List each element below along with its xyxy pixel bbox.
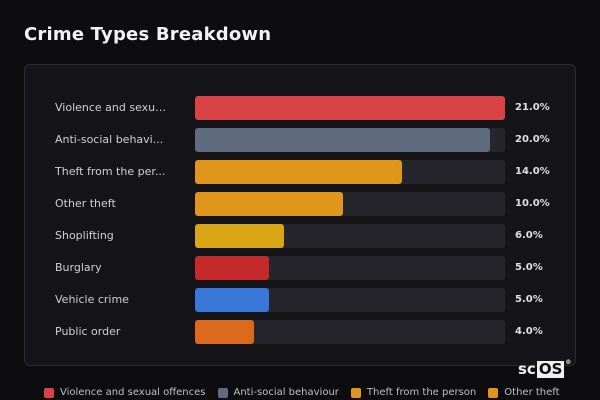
value-label: 4.0% (515, 326, 543, 337)
bar-track (195, 160, 505, 184)
category-label: Public order (55, 325, 121, 338)
bar[interactable] (195, 160, 402, 184)
category-label: Burglary (55, 261, 102, 274)
value-label: 6.0% (515, 230, 543, 241)
bar-row: Theft from the per... 14.0% (25, 160, 575, 184)
legend-item[interactable]: Other theft (488, 387, 560, 398)
legend-swatch (44, 387, 54, 398)
value-label: 10.0% (515, 198, 550, 209)
category-label: Other theft (55, 197, 116, 210)
value-label: 21.0% (515, 102, 550, 113)
bar-row: Vehicle crime 5.0% (25, 288, 575, 312)
bar[interactable] (195, 288, 269, 312)
legend-label: Theft from the person (366, 387, 477, 398)
value-label: 5.0% (515, 294, 543, 305)
legend-label: Other theft (504, 387, 560, 398)
category-label: Anti-social behavi... (55, 133, 164, 146)
category-label: Violence and sexua... (55, 101, 169, 114)
category-label: Shoplifting (55, 229, 114, 242)
logo-text: sc (518, 360, 536, 378)
legend-swatch (217, 387, 228, 398)
bar[interactable] (195, 256, 269, 280)
legend-item[interactable]: Theft from the person (350, 387, 477, 398)
bar-track (195, 320, 505, 344)
bar[interactable] (195, 224, 284, 248)
chart-panel: Violence and sexua... 21.0% Anti-social be… (24, 64, 576, 366)
logo-box-text: OS (536, 359, 565, 378)
category-label: Theft from the per... (55, 165, 166, 178)
bar-track (195, 256, 505, 280)
brand-logo: sc OS ® (518, 358, 572, 379)
legend-item[interactable]: Anti-social behaviour (217, 387, 339, 398)
bar-row: Shoplifting 6.0% (25, 224, 575, 248)
legend-label: Violence and sexual offences (60, 387, 206, 398)
legend-item[interactable]: Violence and sexual offences (44, 387, 206, 398)
legend-swatch (488, 387, 499, 398)
bar-row: Burglary 5.0% (25, 256, 575, 280)
legend-swatch (350, 387, 361, 398)
chart-legend: Violence and sexual offences Anti-social … (44, 387, 560, 398)
chart-title: Crime Types Breakdown (24, 24, 272, 45)
bar[interactable] (195, 320, 255, 344)
bar-track (195, 96, 505, 120)
bar-row: Violence and sexua... 21.0% (25, 96, 575, 120)
bar-track (195, 224, 505, 248)
bar[interactable] (195, 128, 491, 152)
bar-row: Other theft 10.0% (25, 192, 575, 216)
bar-row: Anti-social behavi... 20.0% (25, 128, 575, 152)
bar-track (195, 288, 505, 312)
bar[interactable] (195, 192, 343, 216)
bar-track (195, 192, 505, 216)
legend-label: Anti-social behaviour (233, 387, 339, 398)
category-label: Vehicle crime (55, 293, 129, 306)
bar-track (195, 128, 505, 152)
registered-mark: ® (565, 358, 572, 366)
value-label: 14.0% (515, 166, 550, 177)
value-label: 5.0% (515, 262, 543, 273)
bar-row: Public order 4.0% (25, 320, 575, 344)
value-label: 20.0% (515, 134, 550, 145)
bar[interactable] (195, 96, 505, 120)
